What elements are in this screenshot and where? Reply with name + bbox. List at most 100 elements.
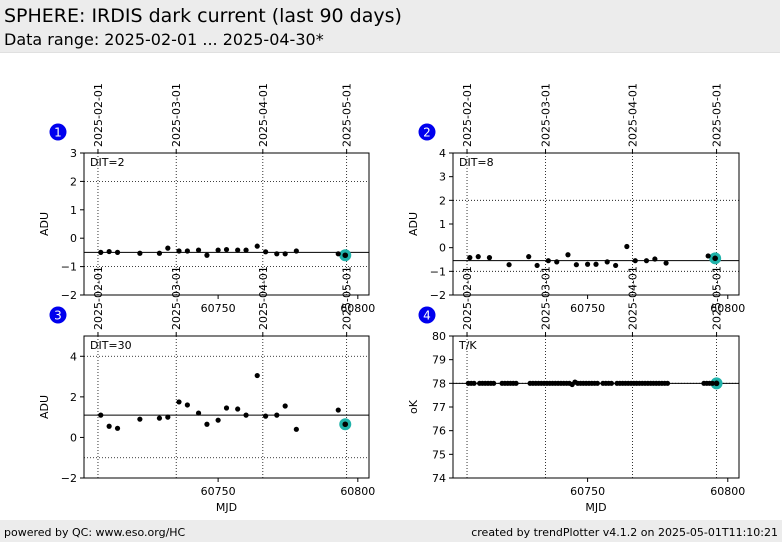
page-footer: powered by QC: www.eso.org/HC created by… — [0, 520, 782, 542]
x-tick-label: 60800 — [710, 485, 745, 498]
y-tick-label: 4 — [439, 147, 446, 160]
data-point — [534, 262, 540, 269]
plot-frame — [452, 335, 740, 479]
footer-created-by: created by trendPlotter v4.1.2 on 2025-0… — [471, 526, 778, 539]
data-point — [137, 250, 143, 256]
data-point — [664, 380, 671, 386]
date-tick-label: 2025-04-01 — [257, 266, 270, 330]
data-point — [545, 258, 551, 264]
data-point — [114, 425, 121, 431]
y-tick-label: −2 — [61, 472, 77, 485]
date-tick-label: 2025-05-01 — [711, 266, 724, 330]
panel-number-badge — [418, 123, 436, 141]
data-point — [114, 249, 121, 255]
data-point — [223, 246, 230, 253]
data-point — [98, 249, 104, 255]
data-point — [293, 248, 299, 254]
data-point — [254, 243, 260, 249]
data-point — [335, 407, 341, 413]
x-tick-label: 60800 — [340, 302, 375, 315]
data-point — [235, 406, 241, 412]
y-axis-label: ADU — [407, 212, 420, 236]
x-tick-label: 60750 — [201, 302, 236, 315]
data-point — [282, 251, 288, 257]
y-tick-label: 79 — [432, 354, 446, 367]
date-tick-label: 2025-03-01 — [540, 83, 553, 147]
data-point — [274, 251, 280, 257]
data-point — [165, 245, 171, 251]
data-point — [184, 402, 190, 408]
y-axis-label: ADU — [38, 395, 51, 419]
data-point — [526, 254, 532, 260]
data-point — [663, 260, 669, 266]
date-tick-label: 2025-05-01 — [341, 266, 354, 330]
x-axis-label: MJD — [216, 501, 237, 514]
data-point — [565, 252, 571, 258]
y-tick-label: 3 — [70, 147, 77, 160]
trend-charts: 1 −2 −1 0 1 2 3 60750 60800 2025-02-01 2025-03-01 2… — [38, 83, 745, 514]
data-point — [204, 421, 210, 427]
data-point — [293, 426, 299, 432]
data-point — [156, 415, 163, 421]
y-tick-label: 3 — [439, 171, 446, 184]
panel-annotation: DIT=30 — [90, 339, 132, 352]
y-tick-label: 0 — [439, 242, 446, 255]
panel-number-label: 2 — [423, 126, 431, 140]
data-point — [613, 262, 619, 269]
data-point — [705, 253, 711, 259]
data-point — [467, 255, 473, 261]
y-tick-label: −2 — [430, 289, 446, 302]
panel-annotation: DIT=8 — [459, 156, 494, 169]
y-axis-label: ADU — [38, 212, 51, 236]
data-point — [643, 258, 650, 264]
data-point — [573, 262, 579, 268]
date-tick-label: 2025-05-01 — [711, 83, 724, 147]
y-tick-label: 78 — [432, 377, 446, 390]
x-tick-label: 60750 — [201, 485, 236, 498]
y-tick-label: 75 — [432, 448, 446, 461]
data-point — [263, 249, 269, 255]
y-tick-label: 2 — [70, 175, 77, 188]
x-tick-label: 60750 — [570, 302, 605, 315]
data-point — [608, 380, 615, 386]
y-tick-label: 2 — [439, 194, 446, 207]
y-tick-label: −1 — [430, 265, 446, 278]
data-point — [584, 261, 591, 267]
plot-frame — [452, 152, 740, 296]
y-tick-label: −2 — [61, 289, 77, 302]
date-tick-label: 2025-03-01 — [540, 266, 553, 330]
panel-number-label: 3 — [54, 309, 62, 323]
y-tick-label: 77 — [432, 401, 446, 414]
x-tick-label: 60800 — [710, 302, 745, 315]
y-tick-label: 1 — [439, 218, 446, 231]
data-point — [243, 412, 249, 418]
date-tick-label: 2025-05-01 — [341, 83, 354, 147]
panel-annotation: T/K — [458, 339, 477, 352]
footer-powered-by: powered by QC: www.eso.org/HC — [4, 526, 186, 539]
date-tick-label: 2025-02-01 — [92, 266, 105, 330]
date-tick-label: 2025-03-01 — [170, 83, 183, 147]
data-point — [274, 412, 280, 418]
panel-number-badge — [418, 306, 436, 324]
plot-frame — [83, 152, 370, 296]
plot-frame — [83, 335, 370, 479]
data-point — [165, 414, 171, 420]
data-point — [491, 380, 497, 386]
data-point — [156, 250, 163, 256]
date-tick-label: 2025-03-01 — [170, 266, 183, 330]
panel-number-badge — [49, 306, 67, 324]
data-point — [486, 255, 493, 261]
data-point — [471, 380, 477, 386]
latest-value-point — [342, 252, 349, 259]
panel-annotation: DIT=2 — [90, 156, 125, 169]
latest-value-point — [342, 421, 349, 428]
x-tick-label: 60750 — [570, 485, 605, 498]
y-axis-label: oK — [407, 399, 420, 414]
data-point — [106, 423, 112, 429]
data-point — [235, 247, 241, 253]
y-tick-label: −1 — [61, 261, 77, 274]
y-tick-label: 4 — [70, 350, 77, 363]
data-point — [184, 248, 190, 254]
data-point — [709, 380, 715, 386]
y-tick-label: 1 — [70, 204, 77, 217]
